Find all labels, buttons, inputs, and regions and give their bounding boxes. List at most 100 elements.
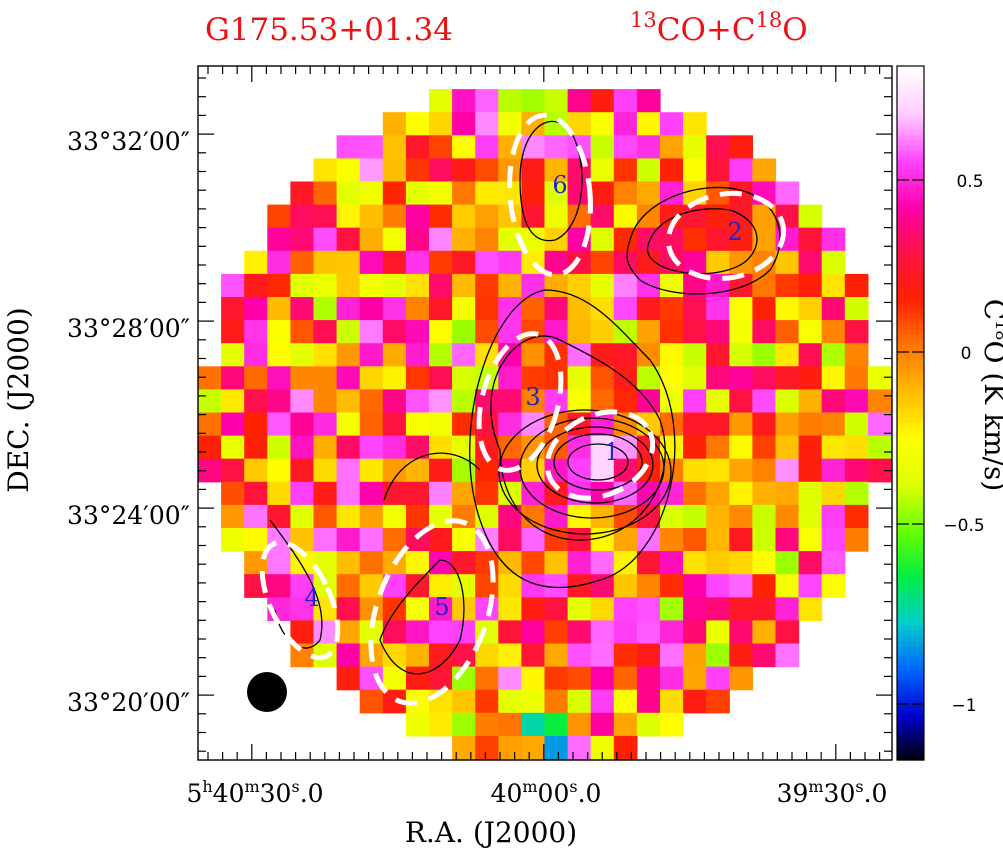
map-pixel (775, 481, 800, 506)
map-pixel (382, 458, 407, 483)
map-pixel (475, 597, 499, 621)
map-pixel (475, 273, 499, 298)
map-pixel (521, 735, 546, 760)
map-pixel (452, 735, 476, 760)
map-pixel (475, 481, 499, 506)
map-pixel (636, 227, 661, 252)
map-pixel (660, 458, 684, 483)
map-pixel (567, 620, 592, 645)
map-pixel (752, 504, 777, 529)
map-pixel (729, 320, 753, 344)
map-pixel (613, 435, 638, 460)
colorbar-segment (897, 318, 924, 325)
map-pixel (706, 620, 730, 645)
map-pixel (405, 297, 430, 321)
map-pixel (706, 297, 730, 321)
figure-title-right: 13CO+C18O (630, 8, 808, 48)
map-pixel (752, 158, 777, 183)
map-pixel (683, 204, 707, 229)
map-pixel (613, 320, 638, 344)
colorbar-segment (897, 70, 924, 77)
colorbar-segment (897, 561, 924, 568)
map-pixel (452, 135, 476, 159)
beam-marker (247, 672, 287, 712)
map-pixel (567, 366, 592, 390)
map-pixel (752, 643, 777, 668)
map-pixel (729, 227, 753, 252)
colorbar-segment (897, 586, 924, 593)
map-pixel (290, 250, 315, 275)
map-pixel (221, 504, 245, 529)
map-pixel (567, 597, 592, 621)
map-pixel (452, 574, 476, 598)
map-pixel (752, 389, 777, 414)
map-pixel (798, 366, 823, 390)
map-pixel (636, 620, 661, 645)
colorbar-segment (897, 150, 924, 156)
colorbar-segment (897, 110, 924, 117)
map-pixel (475, 643, 499, 668)
core-label: 4 (304, 584, 319, 612)
map-pixel (544, 389, 569, 414)
map-pixel (336, 250, 361, 275)
map-pixel (660, 273, 684, 298)
colorbar-segment (897, 328, 924, 335)
map-pixel (590, 504, 615, 529)
colorbar-segment (897, 551, 924, 558)
map-pixel (590, 89, 615, 113)
map-pixel (359, 158, 384, 183)
colorbar-segment (897, 606, 924, 612)
map-pixel (405, 597, 430, 621)
map-pixel (706, 643, 730, 668)
map-pixel (798, 227, 823, 252)
map-pixel (683, 551, 707, 575)
colorbar-segment (897, 239, 924, 246)
colorbar-segment (897, 675, 924, 682)
map-pixel (359, 297, 384, 321)
map-pixel (452, 181, 476, 206)
map-pixel (590, 320, 615, 344)
map-pixel (683, 643, 707, 668)
map-pixel (336, 666, 361, 691)
map-pixel (660, 435, 684, 460)
colorbar-segment (897, 264, 924, 270)
map-pixel (429, 89, 453, 113)
map-pixel (706, 227, 730, 252)
map-pixel (590, 551, 615, 575)
map-pixel (613, 574, 638, 598)
colorbar-segment (897, 95, 924, 102)
map-pixel (452, 528, 476, 552)
map-pixel (706, 435, 730, 460)
colorbar-segment (897, 650, 924, 657)
map-pixel (244, 250, 268, 275)
map-pixel (752, 204, 777, 229)
map-pixel (660, 204, 684, 229)
map-pixel (429, 297, 453, 321)
colorbar-segment (897, 105, 924, 112)
map-pixel (636, 366, 661, 390)
core-ellipse (368, 518, 496, 706)
map-pixel (313, 227, 338, 252)
map-pixel (636, 320, 661, 344)
map-pixel (475, 112, 499, 136)
map-pixel (429, 343, 453, 367)
map-pixel (244, 273, 268, 298)
colorbar-segment (897, 343, 924, 350)
map-pixel (544, 89, 569, 113)
map-pixel (382, 574, 407, 598)
map-pixel (359, 227, 384, 252)
map-pixel (775, 273, 800, 298)
map-pixel (683, 666, 707, 691)
colorbar-segment (897, 512, 924, 518)
map-pixel (567, 551, 592, 575)
map-pixel (660, 643, 684, 668)
map-pixel (290, 597, 315, 621)
map-pixel (267, 204, 291, 229)
map-pixel (844, 366, 869, 390)
map-pixel (544, 666, 569, 691)
map-pixel (521, 412, 546, 437)
colorbar-segment (897, 383, 924, 389)
map-pixel (567, 89, 592, 113)
colorbar-segment (897, 140, 924, 146)
map-pixel (821, 435, 846, 460)
